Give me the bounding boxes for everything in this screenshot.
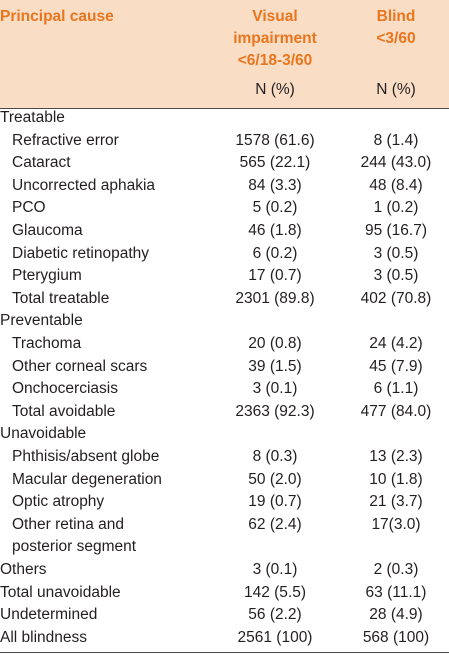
- row-label: Macular degeneration: [12, 470, 162, 488]
- row-visual-impairment-value: 1578 (61.6): [235, 131, 315, 149]
- row-blind-value: 17(3.0): [371, 515, 421, 533]
- row-label: Unavoidable: [0, 425, 87, 443]
- row-visual-impairment-value: 46 (1.8): [248, 222, 302, 239]
- header-visual-impairment-line-2: impairment: [233, 30, 317, 47]
- row-visual-impairment-value: 20 (0.8): [248, 335, 302, 352]
- row-visual-impairment-value: 6 (0.2): [252, 244, 298, 262]
- row-label: Total treatable: [12, 289, 110, 307]
- header-blind-line-2: <3/60: [376, 30, 416, 47]
- row-label: Glaucoma: [12, 222, 83, 239]
- row-label: Other corneal scars: [12, 357, 148, 375]
- row-blind-value: 8 (1.4): [373, 131, 419, 149]
- row-label: Others: [0, 561, 47, 578]
- row-blind-value: 244 (43.0): [360, 154, 432, 172]
- row-visual-impairment-value: 142 (5.5): [243, 583, 307, 601]
- row-blind-value: 568 (100): [362, 628, 430, 646]
- header-principal-cause: Principal cause: [0, 8, 114, 25]
- header-vi-unit: N (%): [255, 81, 295, 98]
- row-blind-value: 10 (1.8): [369, 470, 423, 488]
- row-visual-impairment-value: 3 (0.1): [252, 561, 298, 578]
- row-visual-impairment-value: 565 (22.1): [239, 154, 311, 172]
- row-visual-impairment-value: 2363 (92.3): [235, 402, 315, 420]
- row-label: Diabetic retinopathy: [12, 244, 149, 262]
- header-visual-impairment-line-1: Visual: [252, 8, 298, 25]
- row-blind-value: 13 (2.3): [369, 448, 423, 465]
- row-blind-value: 477 (84.0): [360, 402, 432, 420]
- row-label: Preventable: [0, 312, 83, 330]
- row-label: Total avoidable: [12, 402, 116, 420]
- row-blind-value: 95 (16.7): [364, 222, 428, 239]
- row-label: Optic atrophy: [12, 493, 105, 511]
- row-visual-impairment-value: 2301 (89.8): [235, 289, 315, 307]
- row-label: Uncorrected aphakia: [12, 176, 156, 194]
- table-header: Principal cause Visual impairment <6/18-…: [0, 0, 449, 108]
- row-visual-impairment-value: 62 (2.4): [248, 515, 302, 533]
- row-label: Cataract: [12, 154, 71, 172]
- row-visual-impairment-value: 84 (3.3): [248, 176, 302, 194]
- row-blind-value: 48 (8.4): [369, 176, 423, 194]
- header-visual-impairment-line-3: <6/18-3/60: [237, 52, 313, 69]
- row-label: posterior segment: [12, 538, 137, 556]
- row-blind-value: 21 (3.7): [369, 493, 423, 511]
- row-label: Phthisis/absent globe: [12, 448, 160, 465]
- row-visual-impairment-value: 17 (0.7): [248, 267, 302, 285]
- row-label: All blindness: [0, 628, 88, 646]
- row-label: Trachoma: [12, 335, 82, 352]
- row-label: Onchocerciasis: [12, 380, 118, 398]
- header-divider: [0, 108, 449, 109]
- row-visual-impairment-value: 5 (0.2): [252, 199, 298, 217]
- row-blind-value: 402 (70.8): [360, 289, 432, 307]
- row-visual-impairment-value: 56 (2.2): [248, 606, 302, 624]
- row-label: Refractive error: [12, 131, 119, 149]
- header-blind-unit: N (%): [376, 81, 416, 98]
- row-blind-value: 28 (4.9): [369, 606, 423, 624]
- row-label: Total unavoidable: [0, 583, 121, 601]
- header-blind-line-1: Blind: [376, 8, 416, 25]
- row-blind-value: 3 (0.5): [373, 244, 419, 262]
- row-label: Pterygium: [12, 267, 82, 285]
- row-label: Other retina and: [12, 515, 125, 533]
- row-visual-impairment-value: 39 (1.5): [248, 357, 302, 375]
- row-visual-impairment-value: 2561 (100): [237, 628, 313, 646]
- row-label: PCO: [12, 199, 46, 217]
- row-visual-impairment-value: 50 (2.0): [248, 470, 302, 488]
- row-label: Treatable: [0, 109, 65, 126]
- row-blind-value: 45 (7.9): [369, 357, 423, 375]
- row-visual-impairment-value: 8 (0.3): [252, 448, 298, 465]
- row-blind-value: 3 (0.5): [373, 267, 419, 285]
- row-blind-value: 24 (4.2): [369, 335, 423, 352]
- row-label: Undetermined: [0, 606, 98, 624]
- row-visual-impairment-value: 19 (0.7): [248, 493, 302, 511]
- row-blind-value: 1 (0.2): [373, 199, 419, 217]
- row-visual-impairment-value: 3 (0.1): [252, 380, 298, 398]
- table-bottom-rule: [0, 652, 449, 653]
- row-blind-value: 2 (0.3): [373, 561, 419, 578]
- row-blind-value: 6 (1.1): [373, 380, 419, 398]
- row-blind-value: 63 (11.1): [365, 583, 427, 601]
